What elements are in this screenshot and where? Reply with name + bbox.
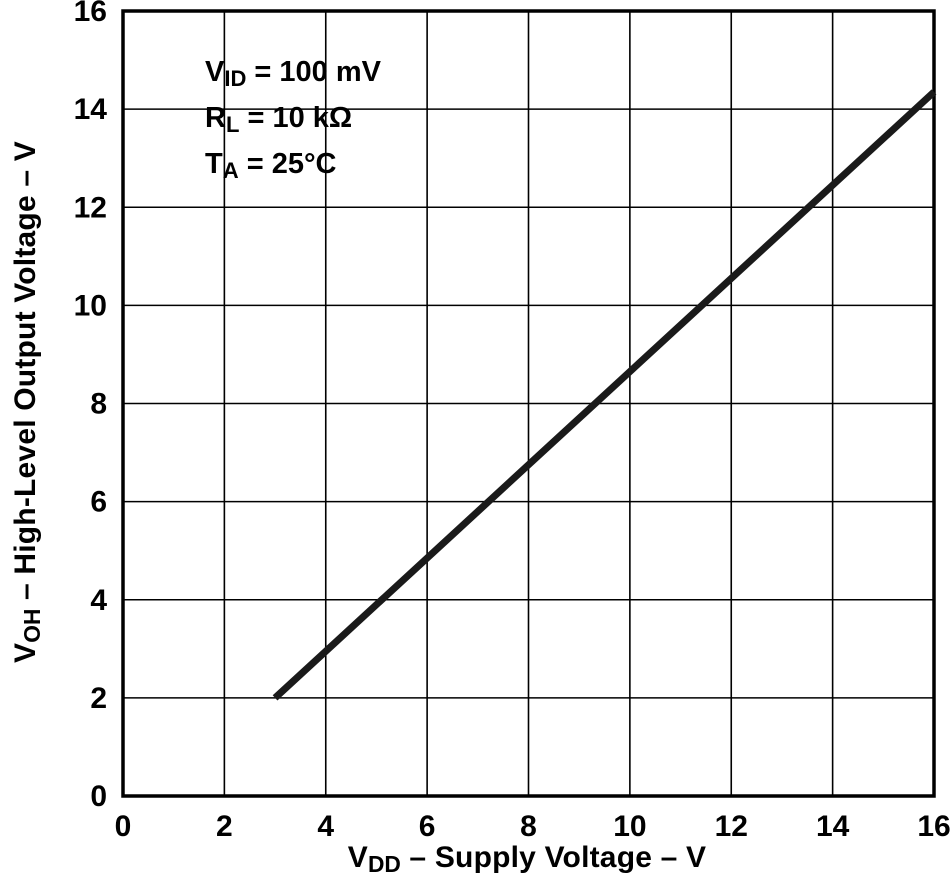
chart-annotations: VID = 100 mV RL = 10 kΩ TA = 25°C [205,50,381,188]
y-axis-title-main: V [9,642,42,663]
x-tick-label: 14 [816,810,850,843]
annotation-1-main: R [205,102,226,134]
x-tick-label: 16 [917,810,950,843]
x-tick-label: 8 [520,810,537,843]
y-axis-title-subscript: OH [19,608,46,643]
y-tick-label: 6 [90,486,107,519]
x-tick-label: 4 [317,810,334,843]
x-axis-title: VDD – Supply Voltage – V [347,841,707,878]
y-tick-label: 0 [90,780,107,813]
annotation-2-rest: = 25°C [238,148,337,180]
y-tick-label: 16 [74,0,107,28]
y-tick-label: 12 [74,191,107,224]
annotation-0-main: V [205,56,225,88]
y-tick-label: 2 [90,682,107,715]
x-tick-label: 0 [115,810,132,843]
annotation-0-rest: = 100 mV [246,56,381,88]
x-axis-title-main: V [347,841,368,874]
annotation-0-subscript: ID [224,66,247,92]
y-axis-title: VOH – High-Level Output Voltage – V [9,141,46,663]
data-line [272,89,937,701]
annotation-line-2: TA = 25°C [205,142,381,188]
x-tick-label: 10 [613,810,646,843]
annotation-line-0: VID = 100 mV [205,50,381,96]
y-tick-label: 14 [74,93,108,126]
y-tick-label: 4 [90,584,107,617]
x-tick-label: 6 [419,810,436,843]
annotation-2-subscript: A [222,158,239,184]
y-tick-label: 10 [74,289,107,322]
y-tick-label: 8 [90,388,107,421]
x-tick-label: 2 [216,810,233,843]
annotation-1-rest: = 10 kΩ [239,102,353,134]
annotation-line-1: RL = 10 kΩ [205,96,381,142]
annotation-2-main: T [205,148,223,180]
y-axis-title-rest: – High-Level Output Voltage – V [9,141,42,609]
x-axis-title-subscript: DD [367,851,401,878]
x-tick-label: 12 [715,810,748,843]
annotation-1-subscript: L [225,112,240,138]
x-axis-title-rest: – Supply Voltage – V [400,841,707,874]
plot-border [121,9,936,798]
